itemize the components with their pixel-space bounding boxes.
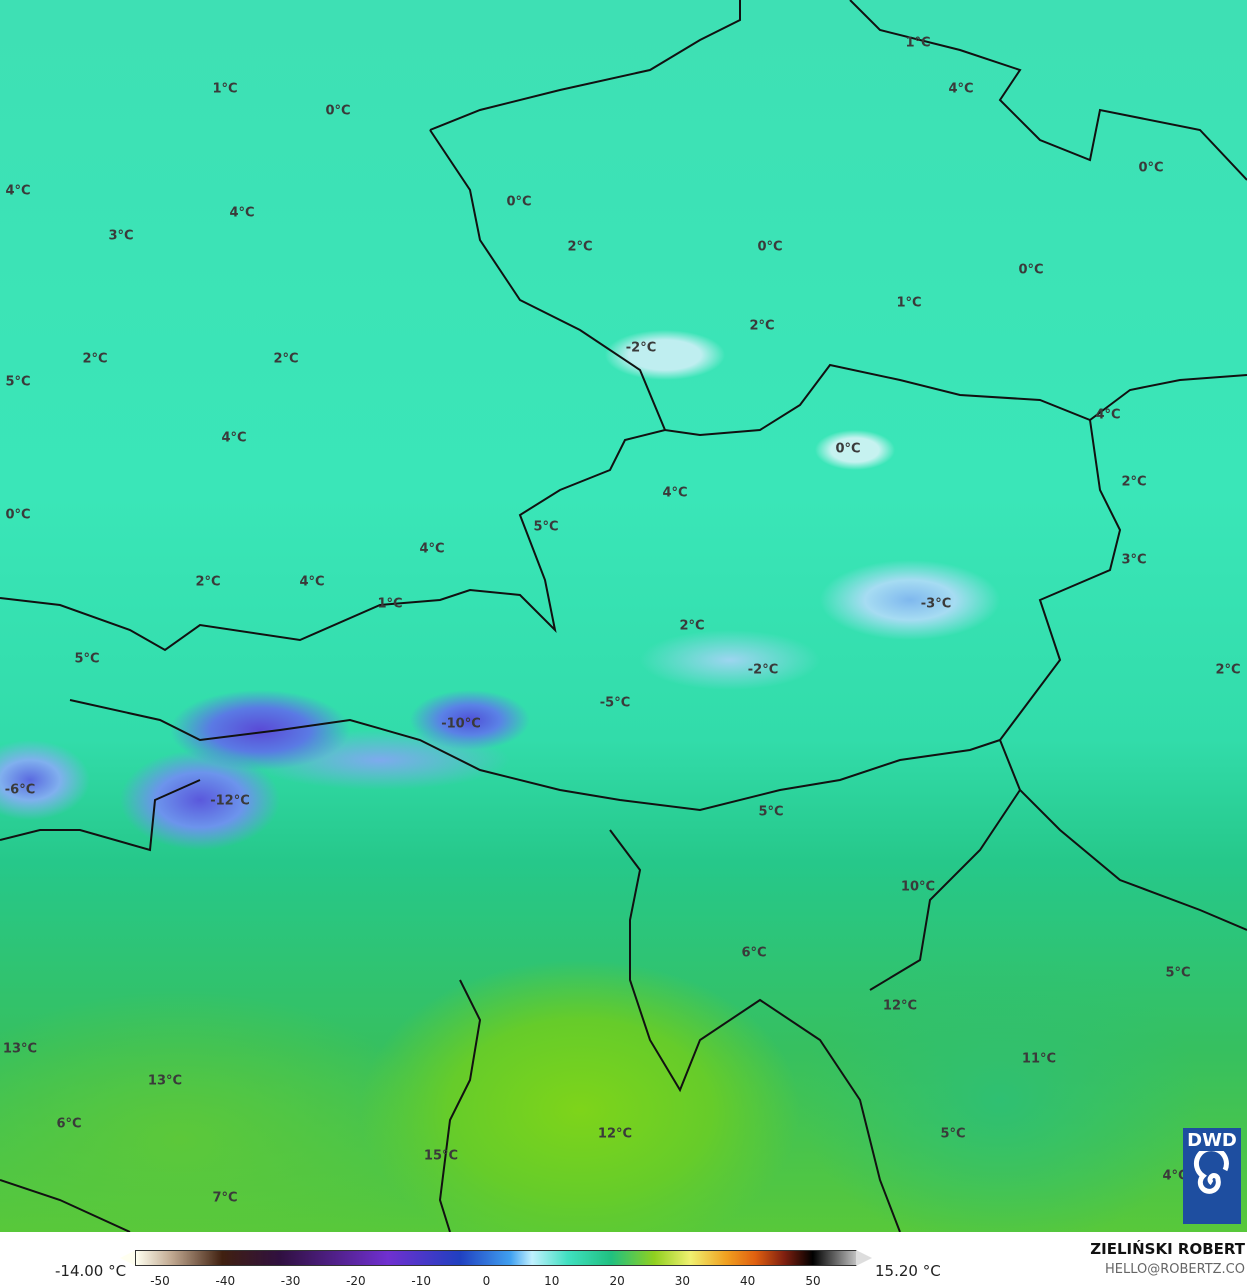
temperature-label: 4°C	[419, 541, 445, 557]
temperature-label: 0°C	[1138, 160, 1164, 176]
temperature-label: 5°C	[758, 804, 784, 820]
temperature-label: 1°C	[212, 81, 238, 97]
dwd-logo-text: DWD	[1187, 1130, 1237, 1151]
legend-tick: 30	[674, 1274, 691, 1288]
temperature-label: 0°C	[757, 239, 783, 255]
temperature-label: 1°C	[377, 596, 403, 612]
color-legend: -14.00 °C 15.20 °C -50 -40 -30 -20 -10 0 10 20 3…	[0, 1232, 1247, 1288]
legend-tick: 20	[609, 1274, 625, 1288]
legend-tick: -40	[215, 1274, 236, 1288]
temperature-label: 0°C	[506, 194, 532, 210]
temperature-label: 5°C	[74, 651, 100, 667]
legend-tick: 40	[740, 1274, 756, 1288]
temperature-label: 5°C	[533, 519, 559, 535]
temperature-label: 2°C	[1215, 662, 1241, 678]
colorbar	[135, 1250, 857, 1266]
temperature-label: 2°C	[195, 574, 221, 590]
legend-tick: 50	[805, 1274, 821, 1288]
temperature-label: 11°C	[1021, 1051, 1057, 1067]
temperature-label: -6°C	[4, 782, 36, 798]
temperature-label: 10°C	[900, 879, 936, 895]
temperature-label: 4°C	[948, 81, 974, 97]
temperature-label: 4°C	[221, 430, 247, 446]
legend-tick: 0	[482, 1274, 491, 1288]
temperature-label: 1°C	[905, 35, 931, 51]
temperature-label: 0°C	[835, 441, 861, 457]
country-borders	[0, 0, 1247, 1232]
temperature-label: 7°C	[212, 1190, 238, 1206]
temperature-map: 1°C 0°C 1°C 4°C 0°C 4°C 4°C 3°C 0°C 2°C 0°C 0°C 1°C 2…	[0, 0, 1247, 1232]
temperature-label: 13°C	[147, 1073, 183, 1089]
legend-tick: -20	[346, 1274, 366, 1288]
legend-tick: -10	[411, 1274, 431, 1288]
temperature-label: 2°C	[749, 318, 775, 334]
temperature-label: 12°C	[882, 998, 918, 1014]
temperature-label: 5°C	[5, 374, 31, 390]
temperature-label: 1°C	[896, 295, 922, 311]
temperature-label: 3°C	[108, 228, 134, 244]
temperature-label: -5°C	[599, 695, 631, 711]
temperature-label: 13°C	[2, 1041, 38, 1057]
temperature-label: 4°C	[5, 183, 31, 199]
temperature-label: 5°C	[940, 1126, 966, 1142]
temperature-label: 0°C	[5, 507, 31, 523]
credit-email: HELLO@ROBERTZ.CO	[1104, 1262, 1245, 1277]
legend-max: 15.20 °C	[875, 1262, 941, 1280]
temperature-label: -2°C	[747, 662, 779, 678]
temperature-label: 15°C	[423, 1148, 459, 1164]
temperature-label: -3°C	[920, 596, 952, 612]
temperature-label: 2°C	[273, 351, 299, 367]
legend-arrow-right	[856, 1250, 872, 1266]
temperature-label: 2°C	[567, 239, 593, 255]
legend-tick: -30	[280, 1274, 301, 1288]
temperature-label: 6°C	[56, 1116, 82, 1132]
temperature-label: 2°C	[679, 618, 705, 634]
dwd-logo: DWD	[1183, 1128, 1241, 1224]
legend-tick: 10	[544, 1274, 560, 1288]
temperature-label: 5°C	[1165, 965, 1191, 981]
temperature-label: 4°C	[229, 205, 255, 221]
temperature-label: 0°C	[325, 103, 351, 119]
temperature-label: 2°C	[82, 351, 108, 367]
temperature-label: 12°C	[597, 1126, 633, 1142]
temperature-label: 4°C	[1162, 1168, 1188, 1184]
legend-min: -14.00 °C	[55, 1262, 127, 1280]
temperature-label: -12°C	[210, 793, 250, 809]
temperature-label: 3°C	[1121, 552, 1147, 568]
temperature-label: 4°C	[1095, 407, 1121, 423]
temperature-label: 0°C	[1018, 262, 1044, 278]
temperature-label: 6°C	[741, 945, 767, 961]
temperature-label: 2°C	[1121, 474, 1147, 490]
spiral-icon	[1193, 1146, 1229, 1194]
legend-tick: -50	[150, 1274, 170, 1288]
temperature-label: 4°C	[299, 574, 325, 590]
temperature-label: -2°C	[625, 340, 657, 356]
temperature-label: -10°C	[441, 716, 481, 732]
temperature-label: 4°C	[662, 485, 688, 501]
credit-name: ZIELIŃSKI ROBERT	[1090, 1240, 1245, 1258]
legend-arrow-left	[120, 1250, 136, 1266]
